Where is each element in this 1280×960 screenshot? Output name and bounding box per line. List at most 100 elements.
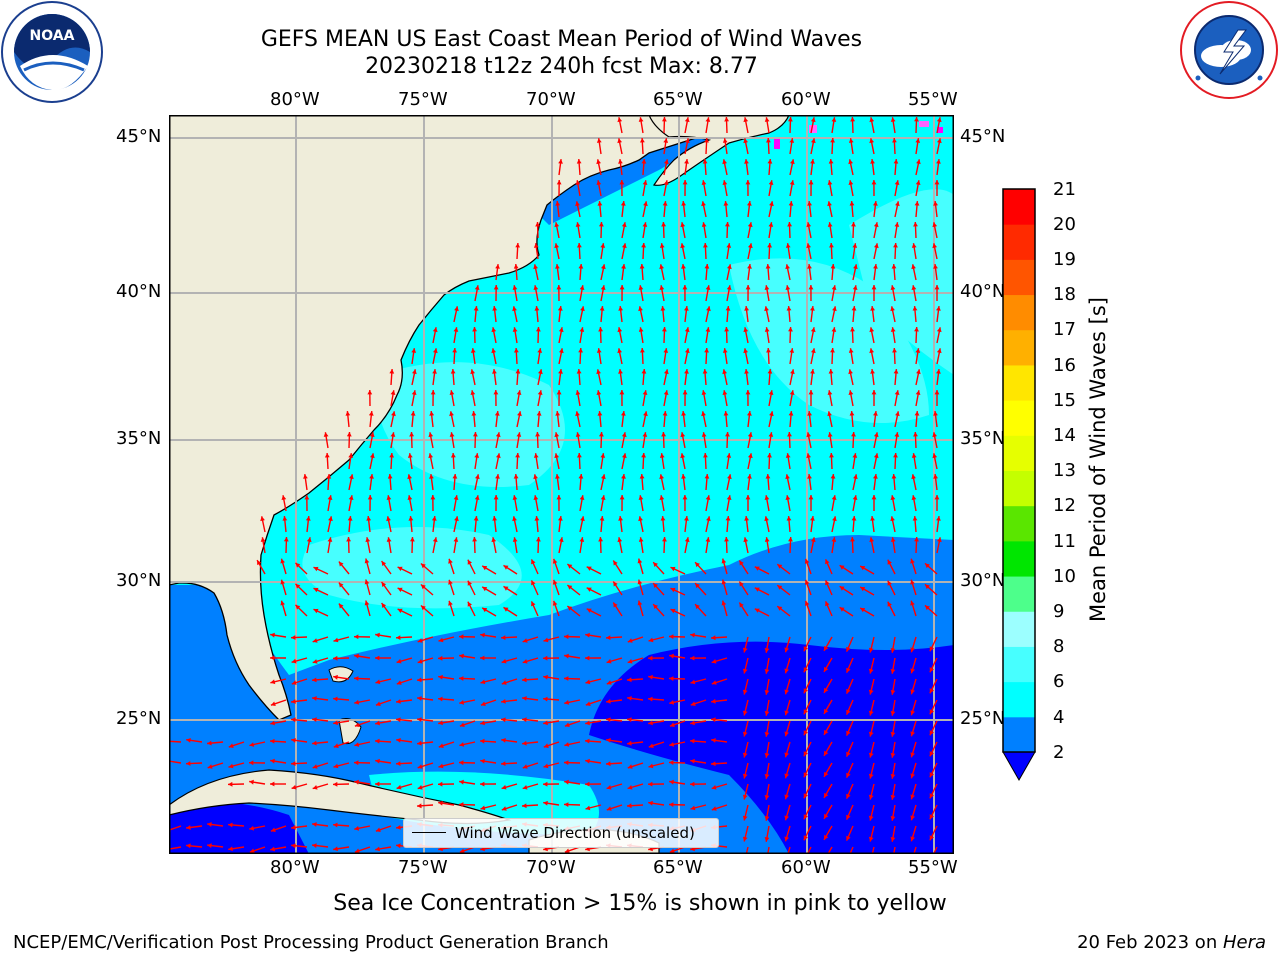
colorbar-tick: 20 xyxy=(1053,214,1076,235)
wave-direction-arrowhead xyxy=(768,222,774,227)
wave-direction-arrowhead xyxy=(769,201,774,207)
wave-direction-arrowhead xyxy=(807,201,812,206)
wave-direction-arrowhead xyxy=(381,603,387,608)
wave-direction-arrowhead xyxy=(929,730,934,736)
wave-direction-arrowhead xyxy=(722,180,728,185)
wave-direction-arrowhead xyxy=(312,822,317,827)
wave-direction-arrowhead xyxy=(503,565,509,570)
wave-direction-arrowhead xyxy=(368,411,374,416)
wave-direction-arrowhead xyxy=(601,264,606,270)
wave-direction-arrowhead xyxy=(653,583,658,588)
wave-direction-arrowhead xyxy=(641,369,647,374)
wave-direction-arrowhead xyxy=(765,474,771,479)
wave-direction-arrowhead xyxy=(613,581,618,587)
wave-direction-arrowhead xyxy=(659,264,664,270)
wave-direction-arrowhead xyxy=(348,495,354,500)
wave-direction-arrowhead xyxy=(365,537,371,543)
wave-direction-arrowhead xyxy=(788,201,794,206)
wave-direction-arrowhead xyxy=(438,720,443,726)
wave-direction-arrowhead xyxy=(366,516,372,521)
wave-direction-arrowhead xyxy=(375,738,380,744)
wave-direction-arrowhead xyxy=(228,763,234,769)
wave-direction-arrowhead xyxy=(575,180,581,185)
wave-direction-arrowhead xyxy=(638,495,644,500)
wave-direction-arrowhead xyxy=(438,781,443,787)
wave-direction-arrowhead xyxy=(868,668,874,674)
wave-direction-arrowhead xyxy=(585,701,591,706)
wave-direction-arrowhead xyxy=(803,688,808,694)
wave-direction-arrowhead xyxy=(860,566,866,571)
wave-direction-arrowhead xyxy=(839,565,845,570)
wave-direction-arrowhead xyxy=(596,180,602,185)
wave-direction-arrowhead xyxy=(893,243,898,248)
wave-direction-arrowhead xyxy=(681,474,686,479)
wave-direction-arrowhead xyxy=(743,138,748,144)
wave-direction-arrowhead xyxy=(576,159,582,164)
wave-direction-arrowhead xyxy=(788,117,793,122)
colorbar-tick: 9 xyxy=(1053,601,1065,622)
wave-direction-arrowhead xyxy=(564,742,570,747)
wave-direction-arrowhead xyxy=(745,285,751,290)
wave-direction-arrowhead xyxy=(810,369,815,374)
wave-direction-arrow xyxy=(745,846,749,854)
wave-direction-arrowhead xyxy=(512,306,517,312)
wave-direction-arrowhead xyxy=(831,327,837,332)
wave-direction-arrowhead xyxy=(932,243,937,249)
wave-direction-arrowhead xyxy=(522,764,528,769)
wave-direction-arrowhead xyxy=(417,696,422,701)
wave-direction-arrowhead xyxy=(207,843,212,848)
wave-direction-arrowhead xyxy=(725,516,731,521)
wave-direction-arrowhead xyxy=(338,561,344,567)
wave-direction-arrowhead xyxy=(789,390,795,395)
wave-direction-arrowhead xyxy=(305,516,311,521)
wave-direction-arrowhead xyxy=(704,264,710,269)
wave-direction-arrowhead xyxy=(659,285,665,290)
wave-direction-arrowhead xyxy=(512,516,517,522)
wave-direction-arrowhead xyxy=(868,710,874,716)
wave-direction-arrowhead xyxy=(742,773,748,779)
wave-direction-arrowhead xyxy=(459,802,464,807)
wave-direction-arrowhead xyxy=(459,722,465,727)
wave-direction-arrowhead xyxy=(702,159,708,164)
wave-direction-arrowhead xyxy=(432,369,437,374)
wave-direction-arrowhead xyxy=(575,390,581,395)
wave-direction-arrowhead xyxy=(648,655,653,661)
wave-direction-arrowhead xyxy=(619,495,625,500)
wave-direction-arrowhead xyxy=(910,558,915,564)
sea-ice-cell xyxy=(937,127,943,133)
wave-direction-arrowhead xyxy=(669,700,675,705)
wave-direction-arrowhead xyxy=(585,655,590,661)
wave-direction-arrowhead xyxy=(270,632,275,638)
wave-direction-arrowhead xyxy=(725,306,731,311)
wave-direction-arrowhead xyxy=(495,432,501,438)
wave-direction-arrowhead xyxy=(662,117,667,122)
wave-direction-arrowhead xyxy=(407,495,413,500)
wave-direction-arrowhead xyxy=(558,537,564,543)
wave-direction-arrowhead xyxy=(381,582,387,587)
wave-direction-arrowhead xyxy=(543,781,548,787)
wave-direction-arrowhead xyxy=(768,432,774,437)
wave-direction-arrowhead xyxy=(564,722,570,727)
wave-direction-arrowhead xyxy=(577,243,582,248)
wave-direction-arrowhead xyxy=(830,138,835,143)
wave-direction-arrowhead xyxy=(567,585,573,590)
wave-direction-arrowhead xyxy=(627,803,632,809)
wave-direction-arrowhead xyxy=(638,117,644,122)
wave-direction-arrowhead xyxy=(784,647,789,653)
wave-direction-arrowhead xyxy=(744,369,749,374)
map-frame xyxy=(169,115,954,854)
wave-direction-arrowhead xyxy=(459,779,464,785)
wave-direction-arrowhead xyxy=(429,411,435,416)
wave-direction-arrowhead xyxy=(641,453,646,458)
wave-direction-arrowhead xyxy=(543,720,548,726)
wave-direction-arrowhead xyxy=(474,453,480,458)
wave-direction-arrowhead xyxy=(534,306,540,311)
wave-direction-arrowhead xyxy=(417,764,423,769)
wave-direction-arrowhead xyxy=(722,348,728,353)
wave-direction-arrowhead xyxy=(808,285,814,290)
wave-direction-arrowhead xyxy=(354,653,359,659)
lat-tick-right: 45°N xyxy=(960,126,1006,147)
wave-direction-arrowhead xyxy=(929,667,934,673)
wave-direction-arrowhead xyxy=(606,761,611,767)
wave-direction-arrowhead xyxy=(727,474,732,480)
